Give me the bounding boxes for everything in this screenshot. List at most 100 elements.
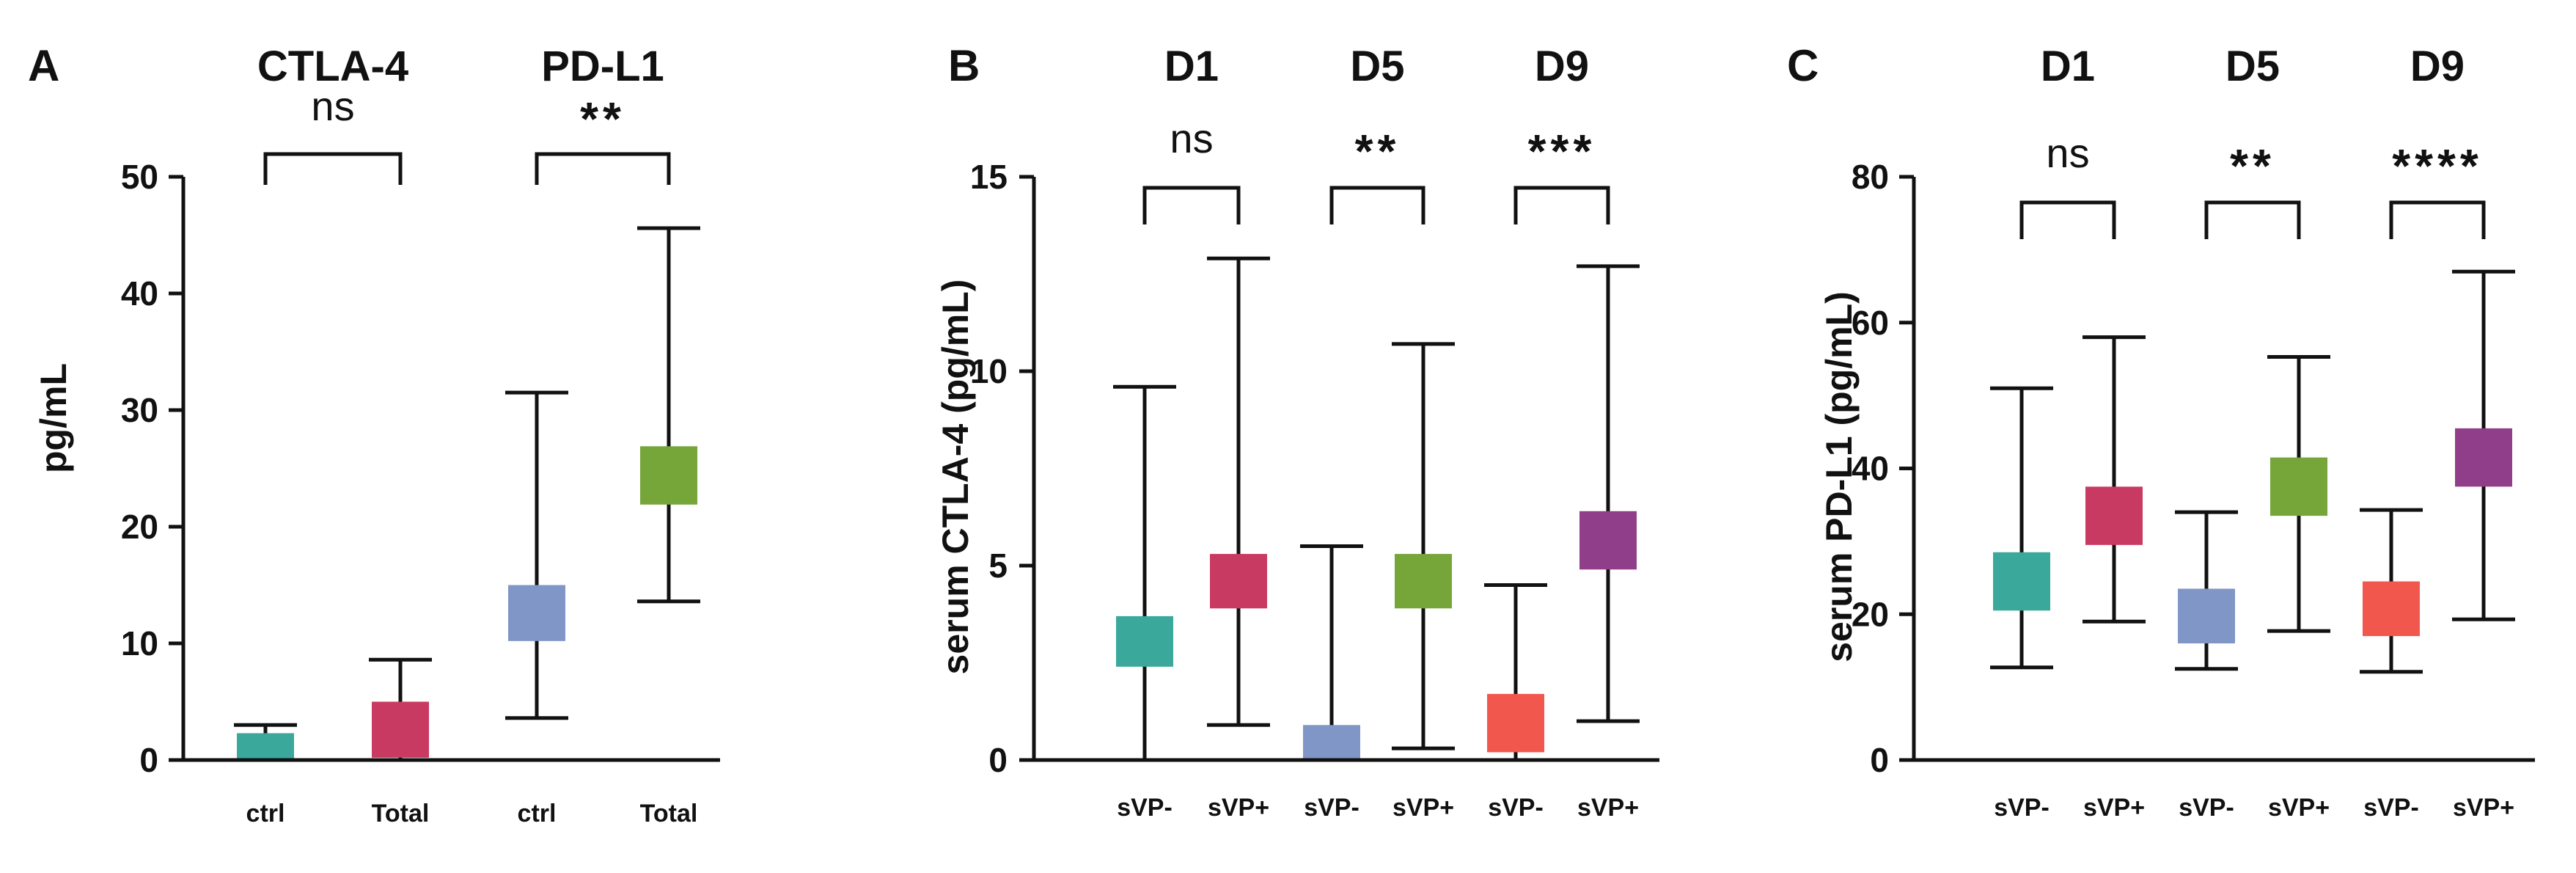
iqr-box <box>2178 588 2235 643</box>
panel-c-bracket <box>2204 200 2301 239</box>
iqr-box <box>1116 616 1173 667</box>
panel-c-group-label: D1 <box>2041 43 2095 90</box>
panel-a-ytick-label: 0 <box>139 741 158 779</box>
panel-b-box-4 <box>1484 583 1547 762</box>
panel-b-ytick-label: 0 <box>988 741 1008 779</box>
iqr-box <box>372 701 429 758</box>
panel-a-letter: A <box>28 41 59 90</box>
iqr-box <box>1487 693 1544 753</box>
panel-c-significance: ns <box>2046 130 2089 176</box>
panel-b-ytick-label: 10 <box>970 352 1008 390</box>
panel-c-boxes <box>1990 269 2515 674</box>
panel-a-boxes <box>234 226 700 762</box>
iqr-box <box>2363 581 2420 637</box>
panel-b-group-label: D1 <box>1164 43 1219 90</box>
iqr-box <box>237 733 294 760</box>
panel-c-significance: **** <box>2392 139 2483 192</box>
panel-c-box-4 <box>2360 508 2423 674</box>
panel-b-category-label: sVP- <box>1304 794 1359 822</box>
panel-b-category-label: sVP- <box>1488 794 1544 822</box>
panel-c-ylabel: serum PD-L1 (pg/mL) <box>1819 291 1860 662</box>
panel-a-significance: ** <box>580 92 625 145</box>
panel-a-ytick-label: 40 <box>121 274 158 313</box>
panel-b-significance: ns <box>1170 115 1213 161</box>
panel-b-ytick-label: 15 <box>970 158 1008 196</box>
panel-c-ytick-label: 20 <box>1852 595 1889 633</box>
panel-b-significance: ** <box>1355 125 1401 178</box>
panel-c-bracket <box>2389 200 2486 239</box>
panel-c-ytick-label: 40 <box>1852 450 1889 488</box>
panel-a-ytick-label: 10 <box>121 624 158 662</box>
panel-a-category-label: Total <box>372 800 430 828</box>
iqr-box <box>1579 511 1637 570</box>
panel-c-letter: C <box>1787 41 1819 90</box>
iqr-box <box>508 585 565 641</box>
panel-b-group-label: D5 <box>1350 43 1404 90</box>
panel-b-bracket <box>1513 186 1610 224</box>
panel-a-ytick-label: 30 <box>121 391 158 429</box>
iqr-box <box>2085 486 2143 545</box>
iqr-box <box>2270 457 2327 516</box>
iqr-box <box>1993 552 2050 611</box>
panel-a-yticks: 0 10 20 30 40 50 <box>121 158 183 779</box>
panel-a-box-2 <box>505 390 568 720</box>
panel-b-letter: B <box>948 41 980 90</box>
panel-b-box-5 <box>1577 264 1640 723</box>
panel-b-yticks: 0 5 10 15 <box>970 158 1034 779</box>
iqr-box <box>1303 725 1360 760</box>
panel-a-group-label: PD-L1 <box>541 43 664 90</box>
panel-b-category-label: sVP- <box>1117 794 1173 822</box>
panel-a-category-label: ctrl <box>518 800 557 828</box>
panel-c-significance: ** <box>2230 139 2275 192</box>
panel-b-significance: *** <box>1528 125 1596 178</box>
panel-c-category-label: sVP+ <box>2268 794 2330 822</box>
panel-b-ylabel: serum CTLA-4 (pg/mL) <box>935 280 976 675</box>
panel-b: B serum CTLA-4 (pg/mL) 0 5 10 15 D1 D5 D9 ns *… <box>935 41 1659 822</box>
panel-c-box-0 <box>1990 386 2053 670</box>
panel-c-axes <box>1912 177 2535 762</box>
panel-a-ylabel: pg/mL <box>33 363 74 473</box>
panel-a-group-labels: CTLA-4 PD-L1 <box>257 43 664 90</box>
panel-b-axes <box>1032 177 1659 762</box>
panel-b-brackets: ns ** *** <box>1142 115 1610 224</box>
panel-c-category-label: sVP- <box>2363 794 2419 822</box>
panel-c-category-label: sVP- <box>1994 794 2050 822</box>
panel-c: C serum PD-L1 (pg/mL) 0 20 40 60 80 D1 D5 D9 n… <box>1787 41 2535 822</box>
panel-c-category-label: sVP+ <box>2083 794 2145 822</box>
panel-b-bracket <box>1142 186 1241 224</box>
panel-c-categories: sVP-sVP+ sVP-sVP+ sVP-sVP+ <box>1994 794 2514 822</box>
panel-a-category-label: ctrl <box>246 800 285 828</box>
panel-a-brackets: ns ** <box>263 83 671 185</box>
panel-c-ytick-label: 80 <box>1852 158 1889 196</box>
panel-c-box-5 <box>2452 269 2515 621</box>
iqr-box <box>640 446 697 505</box>
panel-c-box-2 <box>2175 510 2238 671</box>
panel-a-box-0 <box>234 723 297 762</box>
panel-b-group-labels: D1 D5 D9 <box>1164 43 1589 90</box>
panel-b-group-label: D9 <box>1535 43 1589 90</box>
panel-a-box-3 <box>637 226 700 604</box>
panel-a-bracket <box>535 152 671 185</box>
panel-c-box-3 <box>2267 354 2330 633</box>
panel-a-category-label: Total <box>640 800 698 828</box>
panel-c-ytick-label: 60 <box>1852 304 1889 342</box>
panel-b-box-0 <box>1113 384 1176 762</box>
panel-b-box-3 <box>1392 342 1455 750</box>
panel-c-bracket <box>2019 200 2116 239</box>
panel-a-group-label: CTLA-4 <box>257 43 408 90</box>
panel-a-categories: ctrl Total ctrl Total <box>246 800 698 828</box>
panel-b-ytick-label: 5 <box>988 547 1008 585</box>
panel-b-box-2 <box>1300 544 1363 762</box>
panel-b-category-label: sVP+ <box>1208 794 1269 822</box>
panel-c-yticks: 0 20 40 60 80 <box>1852 158 1914 779</box>
panel-a-significance: ns <box>311 83 354 129</box>
panel-c-group-label: D5 <box>2225 43 2280 90</box>
panel-b-box-1 <box>1207 256 1270 727</box>
iqr-box <box>1395 554 1452 609</box>
panel-c-category-label: sVP+ <box>2453 794 2514 822</box>
panel-c-box-1 <box>2083 335 2146 624</box>
panel-b-category-label: sVP+ <box>1577 794 1639 822</box>
panel-a-ytick-label: 20 <box>121 508 158 546</box>
panel-c-group-labels: D1 D5 D9 <box>2041 43 2465 90</box>
